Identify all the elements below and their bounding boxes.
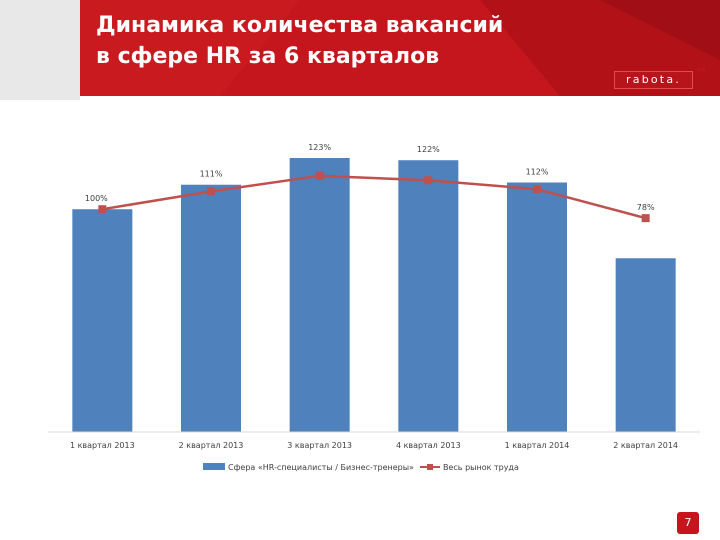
legend-line-label: Весь рынок труда <box>443 463 519 472</box>
market-marker-3 <box>315 171 324 180</box>
market-marker-5 <box>533 185 541 194</box>
title-line-2: в сфере HR за 6 кварталов <box>96 44 440 69</box>
rabota-logo: rabota. <box>614 71 693 89</box>
category-label-6: 2 квартал 2014 <box>613 441 678 450</box>
data-label-6: 78% <box>637 203 655 212</box>
bar-3 <box>289 158 350 432</box>
market-marker-4 <box>424 176 433 185</box>
market-marker-6 <box>641 214 650 223</box>
page-title: Динамика количества вакансий в сфере HR … <box>96 10 536 72</box>
header-banner <box>0 0 720 100</box>
bar-1 <box>72 209 133 432</box>
category-label-5: 1 квартал 2014 <box>505 441 570 450</box>
logo-superscript: ua <box>697 66 706 73</box>
market-marker-1 <box>98 205 107 214</box>
logo-word: rabota <box>626 73 676 86</box>
market-marker-2 <box>207 187 215 196</box>
page-number-text: 7 <box>684 516 692 529</box>
legend-bar-swatch <box>203 463 225 470</box>
data-label-2: 111% <box>200 170 223 179</box>
bar-6 <box>615 258 676 432</box>
category-label-2: 2 квартал 2013 <box>179 441 244 450</box>
market-line <box>102 174 646 220</box>
bar-2 <box>181 184 241 432</box>
logo-text: rabota. <box>615 72 692 88</box>
data-label-3: 123% <box>308 143 331 152</box>
legend-bar-label: Сфера «HR-специалисты / Бизнес-тренеры» <box>228 463 414 472</box>
bar-5 <box>507 182 567 432</box>
legend-line-marker <box>427 464 433 470</box>
category-label-4: 4 квартал 2013 <box>396 441 461 450</box>
data-label-5: 112% <box>526 168 549 177</box>
data-label-4: 122% <box>417 145 440 154</box>
data-label-1: 100% <box>85 194 108 203</box>
slide-header: Динамика количества вакансий в сфере HR … <box>0 0 720 100</box>
category-label-3: 3 квартал 2013 <box>287 441 352 450</box>
title-line-1: Динамика количества вакансий <box>96 13 504 38</box>
category-label-1: 1 квартал 2013 <box>70 441 135 450</box>
logo-dot: . <box>675 73 681 86</box>
bar-4 <box>398 160 459 432</box>
